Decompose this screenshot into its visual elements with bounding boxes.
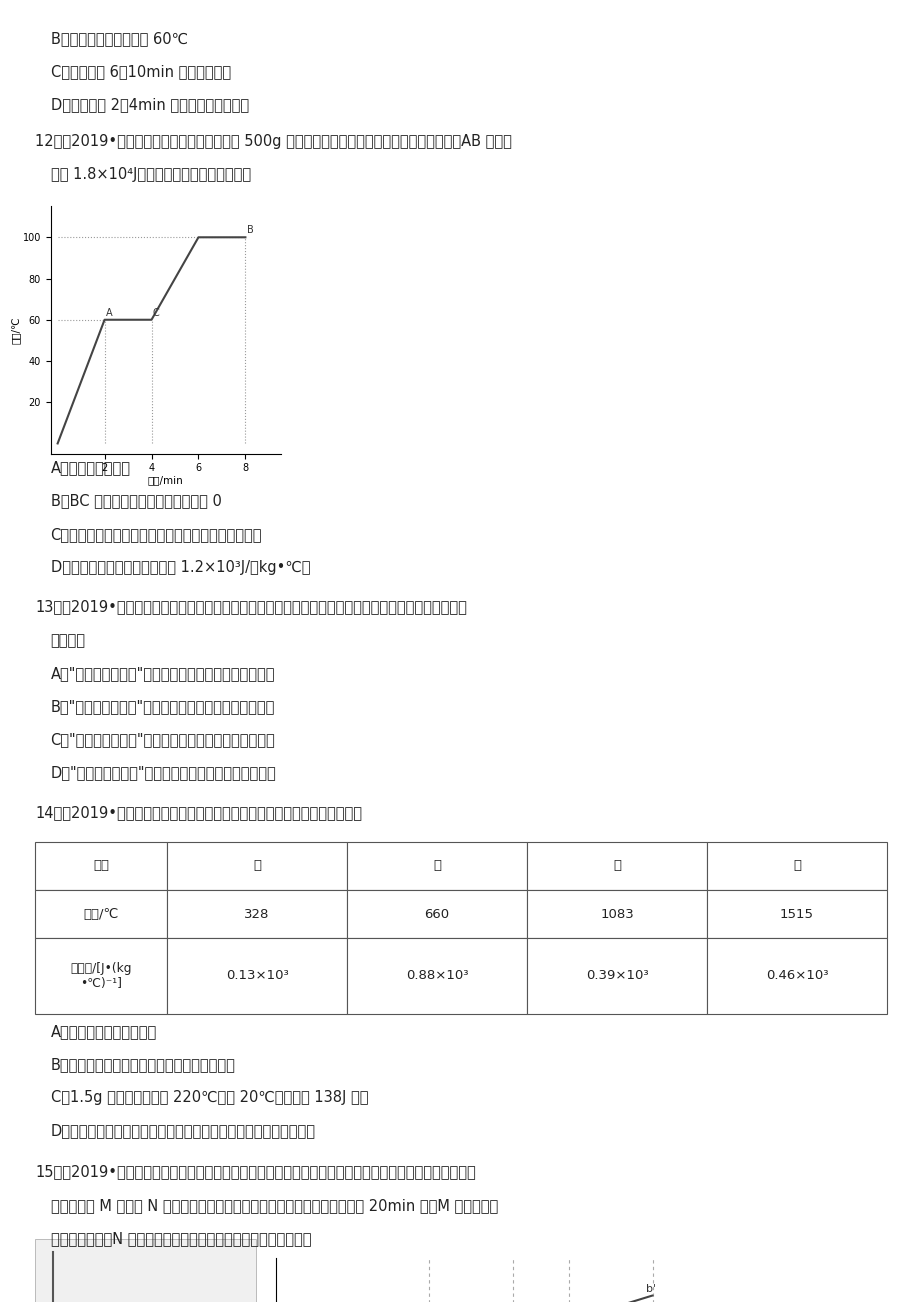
Text: B．乙物质的沸点一定是 60℃: B．乙物质的沸点一定是 60℃ xyxy=(51,31,187,47)
Text: C: C xyxy=(153,307,159,318)
Text: D．该物质固体状态的比热容为 1.2×10³J/（kg•℃）: D．该物质固体状态的比热容为 1.2×10³J/（kg•℃） xyxy=(51,560,310,575)
Text: C．甲物质在 6－10min 内一定是液态: C．甲物质在 6－10min 内一定是液态 xyxy=(51,65,231,79)
Text: A．"斜月沉沉藏海雾"，雾的形成是汽化现象，需要放热: A．"斜月沉沉藏海雾"，雾的形成是汽化现象，需要放热 xyxy=(51,665,275,681)
Text: 1515: 1515 xyxy=(779,907,813,921)
Text: （　　）: （ ） xyxy=(51,633,85,648)
Y-axis label: 温度/℃: 温度/℃ xyxy=(11,316,21,344)
Bar xyxy=(706,937,886,1013)
Text: 1083: 1083 xyxy=(599,907,633,921)
Text: 13．（2019•青羊区模拟）春节我们看到杨诗举办的诗词比赛，以下诗词中有关物态变化的分析正确的是: 13．（2019•青羊区模拟）春节我们看到杨诗举办的诗词比赛，以下诗词中有关物态… xyxy=(35,599,466,615)
Bar xyxy=(167,841,346,889)
Text: C．1.5g 的钢钉，温度从 220℃降到 20℃，要放出 138J 热量: C．1.5g 的钢钉，温度从 220℃降到 20℃，要放出 138J 热量 xyxy=(51,1090,368,1105)
Text: 铜: 铜 xyxy=(612,859,620,872)
Bar xyxy=(706,889,886,937)
Bar xyxy=(527,889,706,937)
Text: C．"霜叶红于二月花"，霜的形成是凝华现象，需要吸热: C．"霜叶红于二月花"，霜的形成是凝华现象，需要吸热 xyxy=(51,732,275,747)
Bar xyxy=(527,841,706,889)
Text: 0.46×10³: 0.46×10³ xyxy=(765,970,827,982)
Bar xyxy=(35,841,167,889)
Text: 0.39×10³: 0.39×10³ xyxy=(585,970,648,982)
Bar xyxy=(167,937,346,1013)
Text: A．可以用铜锅来熔化钢块: A．可以用铜锅来熔化钢块 xyxy=(51,1023,156,1039)
Text: 相等体积的 M 固体和 N 固体，它们的温度随时间变化的图线如图乙所示，在 20min 内，M 物质从固体: 相等体积的 M 固体和 N 固体，它们的温度随时间变化的图线如图乙所示，在 20… xyxy=(51,1198,497,1213)
Text: B．由表可知，物质的熔点越高，其比热容越大: B．由表可知，物质的熔点越高，其比热容越大 xyxy=(51,1057,235,1073)
Text: 0.88×10³: 0.88×10³ xyxy=(405,970,468,982)
Bar xyxy=(346,889,527,937)
Text: 14．（2019•温江区一模）根据表中提供的数据，下列说法正确的是（　　）: 14．（2019•温江区一模）根据表中提供的数据，下列说法正确的是（ ） xyxy=(35,805,361,820)
Text: 吸热 1.8×10⁴J，下列说法正确的是（　　）: 吸热 1.8×10⁴J，下列说法正确的是（ ） xyxy=(51,168,251,182)
Text: 比热容/[J•(kg
•℃)⁻¹]: 比热容/[J•(kg •℃)⁻¹] xyxy=(70,962,131,990)
Text: 物质: 物质 xyxy=(93,859,109,872)
Text: B: B xyxy=(246,225,253,236)
Text: D．相同质量的铅块和铝块，吸收相同的热量，铝块上升的温度较高: D．相同质量的铅块和铝块，吸收相同的热量，铝块上升的温度较高 xyxy=(51,1124,315,1139)
Text: 15．（2019•成华区模拟）如图甲所示，架设两套完全相同的加热装置，两套装置的试管中分别装有少量的: 15．（2019•成华区模拟）如图甲所示，架设两套完全相同的加热装置，两套装置的… xyxy=(35,1164,475,1180)
Text: D．"已是悬崖百丈冰"，冰的形成是凝固现象，需要吸热: D．"已是悬崖百丈冰"，冰的形成是凝固现象，需要吸热 xyxy=(51,766,276,781)
Bar xyxy=(706,841,886,889)
Text: b': b' xyxy=(645,1284,655,1293)
Text: 钔: 钔 xyxy=(792,859,800,872)
Text: 660: 660 xyxy=(424,907,449,921)
Text: C．该物质液体状态的比热容小于其固体状态的比热容: C．该物质液体状态的比热容小于其固体状态的比热容 xyxy=(51,526,262,542)
Bar xyxy=(35,889,167,937)
Text: 鱛: 鱛 xyxy=(253,859,261,872)
Text: 12．（2019•成都二模）利用同一加热装置为 500g 固态物质加热，该物质的熔化图象如图所示，AB 段一共: 12．（2019•成都二模）利用同一加热装置为 500g 固态物质加热，该物质的… xyxy=(35,134,511,150)
FancyBboxPatch shape xyxy=(35,1238,255,1302)
Text: A．该物质为非晶体: A．该物质为非晶体 xyxy=(51,460,130,475)
Bar xyxy=(35,937,167,1013)
X-axis label: 时间/min: 时间/min xyxy=(148,475,183,484)
Bar xyxy=(346,937,527,1013)
Bar xyxy=(167,889,346,937)
Text: D．乙物质在 2－4min 内一定持续吸收热量: D．乙物质在 2－4min 内一定持续吸收热量 xyxy=(51,98,248,113)
Text: 燕点/℃: 燕点/℃ xyxy=(84,907,119,921)
Text: 熔化成了液体，N 物质始终是固体。则下列说法正确的是（　　）: 熔化成了液体，N 物质始终是固体。则下列说法正确的是（ ） xyxy=(51,1230,311,1246)
Text: 328: 328 xyxy=(244,907,269,921)
Bar xyxy=(527,937,706,1013)
Text: A: A xyxy=(106,307,112,318)
Text: 铝: 铝 xyxy=(433,859,440,872)
Text: B．BC 段加热装置的能量转化效率为 0: B．BC 段加热装置的能量转化效率为 0 xyxy=(51,493,221,509)
Text: B．"露似真珠月似弓"，露的形成是液化现象，需要放热: B．"露似真珠月似弓"，露的形成是液化现象，需要放热 xyxy=(51,699,275,715)
Text: 0.13×10³: 0.13×10³ xyxy=(225,970,289,982)
Bar xyxy=(346,841,527,889)
